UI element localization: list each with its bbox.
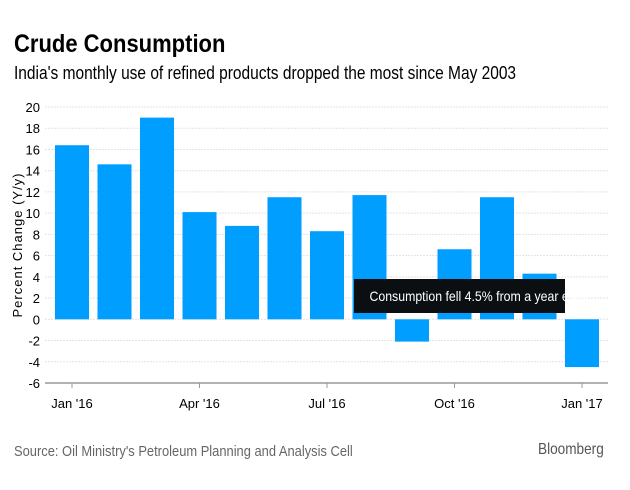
annotation-text: Consumption fell 4.5% from a year earlie… (369, 288, 597, 304)
y-tick-label: -2 (28, 334, 40, 349)
y-tick-label: -4 (28, 355, 40, 370)
y-tick-label: 14 (26, 164, 40, 179)
x-tick-label: Oct '16 (434, 396, 475, 411)
bar-feb-16 (97, 164, 132, 320)
bar-jan-17 (565, 319, 599, 368)
x-tick-label: Jan '16 (51, 396, 93, 411)
y-tick-label: 18 (26, 121, 40, 136)
bar-mar-16 (140, 117, 174, 320)
y-tick-label: 8 (33, 227, 40, 242)
bar-jun-16 (267, 197, 302, 320)
bar-jan-16 (55, 145, 89, 320)
bar-apr-16 (182, 212, 217, 320)
x-tick-label: Apr '16 (179, 396, 220, 411)
y-tick-label: 20 (26, 100, 40, 115)
y-tick-label: -6 (28, 376, 40, 391)
y-tick-label: 2 (33, 291, 40, 306)
chart-subtitle: India's monthly use of refined products … (14, 63, 517, 83)
chart-title: Crude Consumption (14, 30, 226, 58)
x-tick-label: Jul '16 (308, 396, 345, 411)
y-tick-label: 0 (33, 312, 40, 327)
y-tick-label: 4 (33, 270, 40, 285)
y-tick-label: 16 (26, 142, 40, 157)
y-tick-label: 6 (33, 249, 40, 264)
annotation-tooltip: Consumption fell 4.5% from a year earlie… (354, 279, 596, 313)
x-tick-label: Jan '17 (561, 396, 603, 411)
y-axis-label: Percent Change (Y/y) (10, 172, 25, 317)
bar-sep-16 (395, 319, 429, 342)
y-tick-label: 12 (26, 185, 40, 200)
bar-may-16 (225, 225, 259, 320)
source-note: Source: Oil Ministry's Petroleum Plannin… (14, 443, 353, 460)
bar-jul-16 (310, 231, 344, 320)
bloomberg-logo: Bloomberg (538, 441, 604, 458)
y-tick-label: 10 (26, 206, 40, 221)
